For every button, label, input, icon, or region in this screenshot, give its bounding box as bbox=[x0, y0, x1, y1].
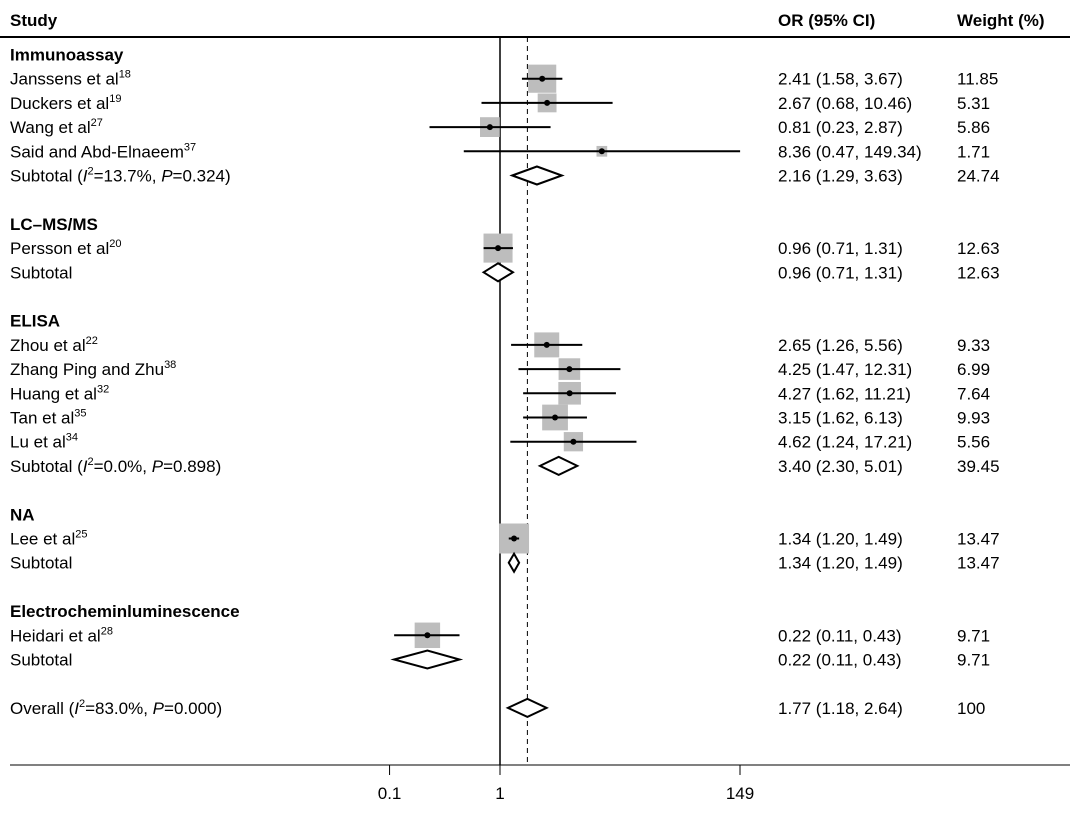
subtotal-label: Subtotal bbox=[10, 263, 72, 282]
or-ci-value: 0.81 (0.23, 2.87) bbox=[778, 118, 903, 137]
point-estimate bbox=[424, 632, 431, 639]
x-tick-label: 1 bbox=[495, 784, 504, 803]
study-label: Said and Abd-Elnaeem37 bbox=[10, 141, 196, 161]
study-label: Lu et al34 bbox=[10, 432, 78, 452]
overall-diamond bbox=[505, 697, 549, 719]
subtotal-diamond bbox=[481, 262, 515, 283]
or-ci-value: 4.25 (1.47, 12.31) bbox=[778, 360, 912, 379]
or-ci-value: 2.65 (1.26, 5.56) bbox=[778, 336, 903, 355]
point-estimate bbox=[570, 438, 577, 445]
point-estimate bbox=[552, 414, 559, 421]
study-label: Janssens et al18 bbox=[10, 69, 131, 89]
weight-value: 12.63 bbox=[957, 239, 1000, 258]
pooled-weight-value: 13.47 bbox=[957, 554, 1000, 573]
or-ci-value: 3.15 (1.62, 6.13) bbox=[778, 409, 903, 428]
weight-value: 9.33 bbox=[957, 336, 990, 355]
weight-value: 9.93 bbox=[957, 409, 990, 428]
pooled-weight-value: 12.63 bbox=[957, 263, 1000, 282]
point-estimate bbox=[539, 75, 546, 82]
pooled-or-ci-value: 2.16 (1.29, 3.63) bbox=[778, 167, 903, 186]
group-heading: ELISA bbox=[10, 312, 60, 331]
study-label: Persson et al20 bbox=[10, 238, 121, 258]
pooled-or-ci-value: 0.22 (0.11, 0.43) bbox=[778, 651, 902, 670]
subtotal-diamond bbox=[537, 455, 580, 477]
or-ci-value: 0.96 (0.71, 1.31) bbox=[778, 239, 903, 258]
x-tick-label: 149 bbox=[726, 784, 754, 803]
subtotal-label: Subtotal (I2=13.7%, P=0.324) bbox=[10, 166, 231, 186]
or-ci-value: 4.62 (1.24, 17.21) bbox=[778, 433, 912, 452]
study-label: Lee et al25 bbox=[10, 529, 87, 549]
pooled-or-ci-value: 3.40 (2.30, 5.01) bbox=[778, 457, 903, 476]
pooled-weight-value: 100 bbox=[957, 699, 985, 718]
or-ci-value: 2.67 (0.68, 10.46) bbox=[778, 94, 912, 113]
subtotal-label: Subtotal (I2=0.0%, P=0.898) bbox=[10, 456, 221, 476]
or-ci-value: 0.22 (0.11, 0.43) bbox=[778, 626, 902, 645]
or-ci-value: 1.34 (1.20, 1.49) bbox=[778, 530, 903, 549]
x-tick-label: 0.1 bbox=[378, 784, 402, 803]
group-heading: Immunoassay bbox=[10, 46, 124, 65]
pooled-weight-value: 39.45 bbox=[957, 457, 1000, 476]
pooled-weight-value: 24.74 bbox=[957, 167, 1000, 186]
point-estimate bbox=[495, 245, 502, 252]
point-estimate bbox=[566, 390, 573, 397]
or-ci-value: 2.41 (1.58, 3.67) bbox=[778, 70, 903, 89]
study-label: Tan et al35 bbox=[10, 408, 87, 428]
pooled-or-ci-value: 1.34 (1.20, 1.49) bbox=[778, 554, 903, 573]
weight-column-header: Weight (%) bbox=[957, 11, 1045, 30]
point-estimate bbox=[598, 148, 605, 155]
study-label: Huang et al32 bbox=[10, 383, 109, 403]
pooled-or-ci-value: 1.77 (1.18, 2.64) bbox=[778, 699, 903, 718]
weight-value: 6.99 bbox=[957, 360, 990, 379]
study-label: Zhang Ping and Zhu38 bbox=[10, 359, 176, 379]
study-label: Wang et al27 bbox=[10, 117, 103, 137]
weight-value: 5.86 bbox=[957, 118, 990, 137]
pooled-weight-value: 9.71 bbox=[957, 651, 990, 670]
weight-value: 13.47 bbox=[957, 530, 1000, 549]
point-estimate bbox=[511, 535, 518, 542]
weight-value: 9.71 bbox=[957, 626, 990, 645]
subtotal-diamond bbox=[509, 165, 565, 186]
subtotal-label: Subtotal bbox=[10, 554, 72, 573]
or-ci-value: 8.36 (0.47, 149.34) bbox=[778, 142, 922, 161]
study-label: Heidari et al28 bbox=[10, 625, 113, 645]
study-column-header: Study bbox=[10, 11, 58, 30]
group-heading: NA bbox=[10, 505, 35, 524]
pooled-or-ci-value: 0.96 (0.71, 1.31) bbox=[778, 263, 903, 282]
point-estimate bbox=[566, 366, 573, 373]
group-heading: LC–MS/MS bbox=[10, 215, 98, 234]
subtotal-diamond bbox=[390, 649, 464, 670]
study-label: Zhou et al22 bbox=[10, 335, 98, 355]
group-heading: Electrocheminluminescence bbox=[10, 602, 240, 621]
subtotal-label: Subtotal bbox=[10, 651, 72, 670]
weight-value: 7.64 bbox=[957, 384, 990, 403]
or-column-header: OR (95% CI) bbox=[778, 11, 875, 30]
weight-value: 1.71 bbox=[957, 142, 990, 161]
weight-value: 5.31 bbox=[957, 94, 990, 113]
point-estimate bbox=[486, 124, 493, 131]
point-estimate bbox=[543, 341, 550, 348]
point-estimate bbox=[544, 99, 551, 106]
subtotal-diamond bbox=[507, 551, 521, 574]
or-ci-value: 4.27 (1.62, 11.21) bbox=[778, 384, 911, 403]
study-label: Duckers et al19 bbox=[10, 93, 121, 113]
overall-label: Overall (I2=83.0%, P=0.000) bbox=[10, 698, 222, 718]
weight-value: 5.56 bbox=[957, 433, 990, 452]
weight-value: 11.85 bbox=[957, 70, 998, 89]
